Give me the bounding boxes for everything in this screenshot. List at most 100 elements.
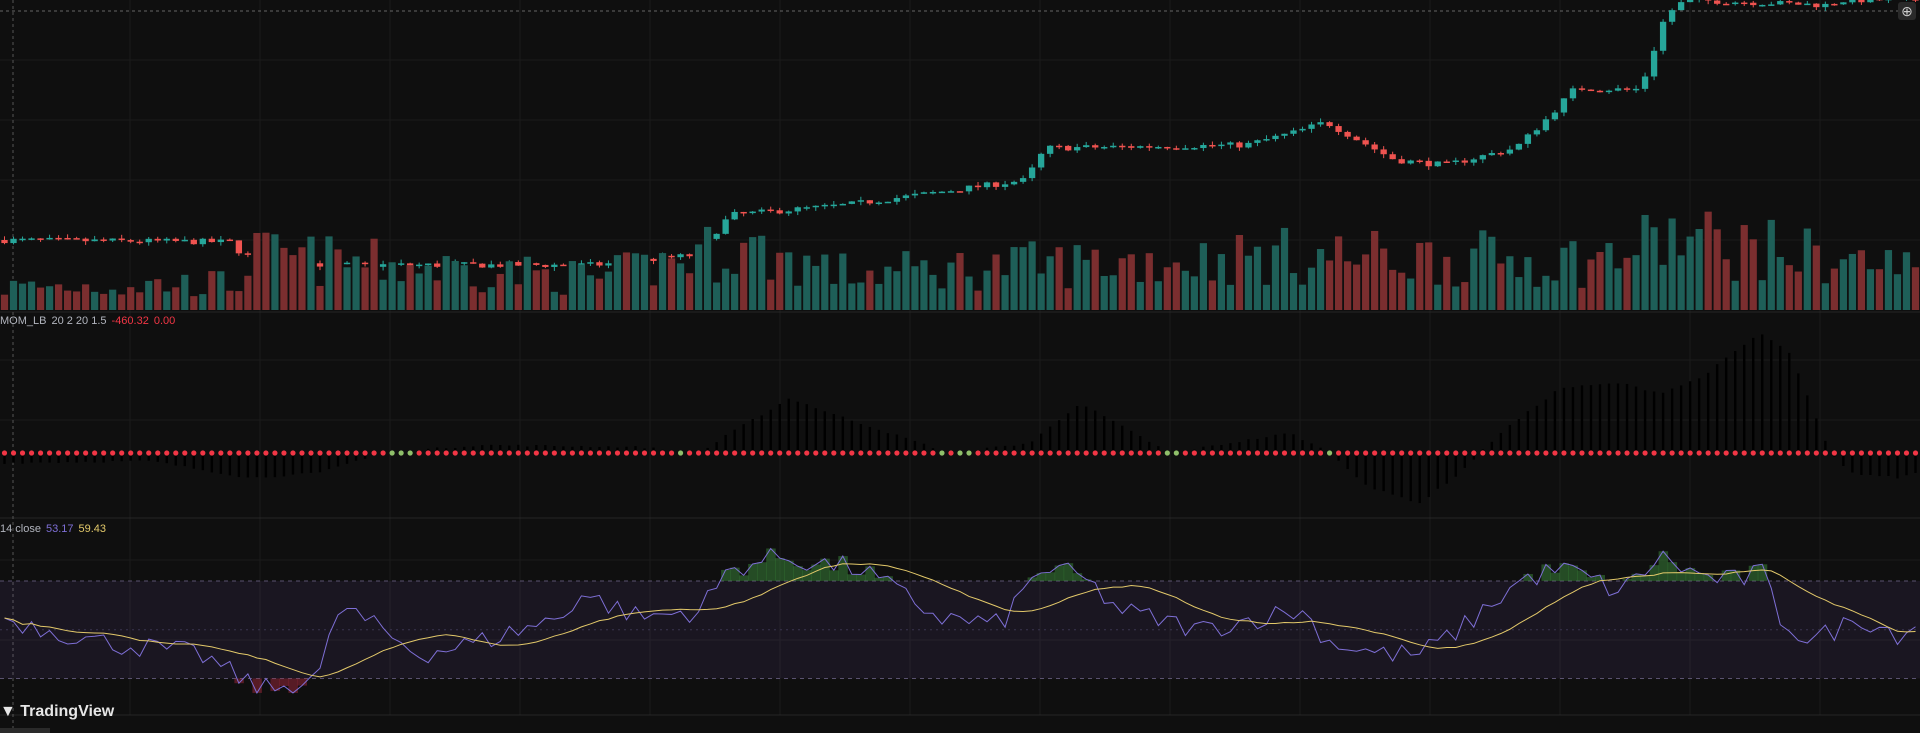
candle-body [1317,122,1324,125]
momentum-bar [1355,453,1358,478]
zero-line-dot [488,450,494,456]
volume-bar [235,291,243,310]
momentum-bar [1075,406,1079,453]
momentum-bar [562,446,565,453]
momentum-bar [1148,441,1151,453]
candle-body [1813,3,1820,8]
candle-body [1488,153,1495,156]
momentum-bar [12,453,15,463]
momentum-bar [1914,453,1917,473]
candle-body [1398,159,1405,164]
rsi-legend: 14 close 53.17 59.43 [0,523,111,535]
volume-bar [1650,227,1658,310]
zero-line-dot [948,450,954,456]
volume-bar [1839,259,1847,310]
candle-body [1452,160,1459,162]
zero-line-dot [344,450,350,456]
rsi-overbought-fill [1721,570,1732,581]
momentum-bar [1724,357,1728,453]
candle-body [830,204,837,207]
momentum-bar [1688,381,1692,453]
rsi-oversold-fill [288,678,298,693]
candle-body [1632,88,1640,91]
candle-body [1551,112,1559,120]
volume-bar [1452,286,1460,310]
volume-bar [1190,276,1198,310]
volume-bar [298,247,306,310]
zero-line-dot [92,450,98,456]
volume-bar [253,232,261,310]
momentum-bar [823,411,826,453]
volume-bar [1073,245,1081,310]
volume-bar [154,279,162,310]
zero-line-dot [1,450,8,456]
rsi-line [4,547,1916,694]
momentum-bar [859,424,863,453]
momentum-bar [1247,439,1250,453]
volume-bar [226,290,234,310]
zero-line-dot [299,450,305,456]
zero-line-dot [1002,450,1008,456]
candle-body [316,263,324,267]
candle-body [37,238,44,240]
candle-body [893,198,901,202]
volume-bar [1010,247,1018,310]
momentum-bar [1752,337,1755,453]
zero-line-dot [542,450,548,456]
volume-bar [884,266,892,310]
momentum-bar [544,445,547,453]
rsi-overbought-fill [1685,567,1696,581]
zero-line-dot [1651,450,1657,456]
candle-body [181,239,188,242]
momentum-bar [264,453,268,478]
volume-bar [1280,227,1289,310]
rsi-overbought-fill [829,570,839,581]
volume-bar [1506,256,1514,310]
candle-body [1732,2,1739,5]
momentum-bar [201,453,205,471]
candle-body [1371,144,1378,150]
momentum-bar [1382,453,1385,492]
momentum-bar [228,453,232,476]
rsi-ma-value: 59.43 [78,523,107,535]
volume-bar [685,273,694,310]
volume-bar [307,236,315,310]
candle-body [1128,146,1135,148]
momentum-bar [237,453,241,478]
zero-line-dot [173,450,179,456]
candle-body [1119,145,1126,148]
volume-bar [424,265,432,310]
volume-bar [794,285,802,310]
volume-bar [568,261,576,310]
candle-body [767,209,774,212]
volume-bar [1344,261,1352,310]
zero-line-dot [1498,450,1504,456]
momentum-bar [354,453,358,461]
plus-circle-icon[interactable]: ⊕ [1898,2,1916,20]
volume-bar [397,281,405,310]
volume-bar [0,294,9,310]
volume-bar [1740,225,1748,310]
zero-line-dot [858,450,864,456]
volume-bar [1064,288,1072,310]
momentum-bar [841,416,845,453]
volume-bar [73,291,81,310]
tradingview-logo[interactable]: ▼ TradingView [0,703,115,720]
candle-body [1281,133,1288,136]
rsi-overbought-fill [757,562,767,581]
momentum-bar [336,453,340,467]
candle-body [1101,147,1108,149]
volume-bar [514,284,522,310]
volume-bar [1659,264,1667,310]
candle-body [343,262,351,265]
momentum-bar [517,444,520,453]
momentum-bar [499,445,502,453]
volume-bar [478,292,486,310]
zero-line-dot [777,450,783,456]
volume-bar [1533,286,1541,310]
momentum-bar [985,447,989,453]
momentum-bar [1851,453,1854,473]
momentum-bar [120,453,123,462]
zero-line-dot [1317,450,1324,456]
